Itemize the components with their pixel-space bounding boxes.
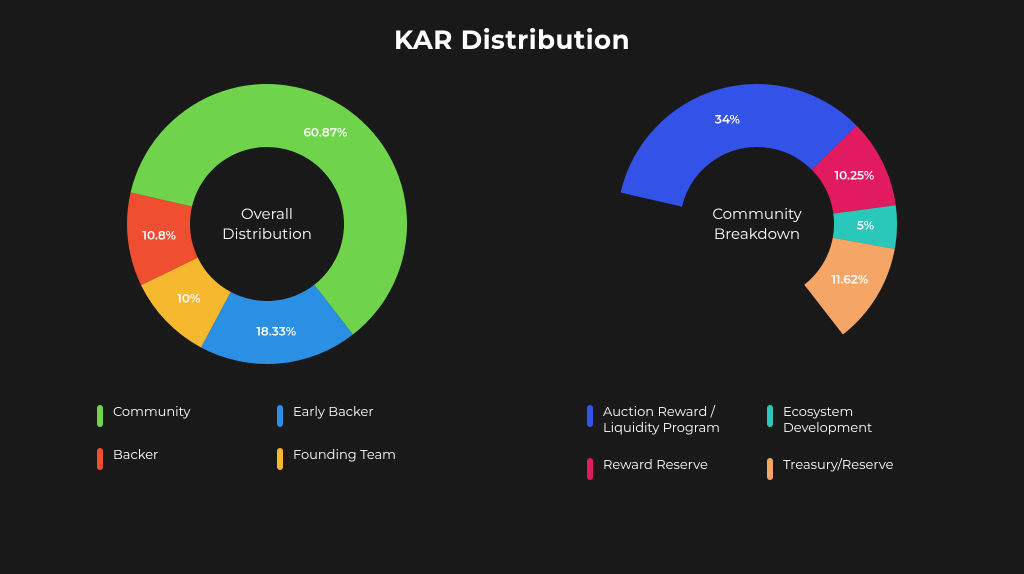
- legend-label: Ecosystem Development: [783, 404, 923, 437]
- donut-slice: [621, 84, 857, 207]
- legend-label: Reward Reserve: [603, 457, 708, 473]
- legend-item: Backer: [97, 447, 257, 470]
- legend-swatch: [767, 458, 773, 480]
- legend-label: Treasury/Reserve: [783, 457, 893, 473]
- chart-overall-distribution: Overall Distribution 60.87%18.33%10%10.8…: [77, 74, 457, 480]
- legend-swatch: [97, 448, 103, 470]
- legend-item: Early Backer: [277, 404, 437, 427]
- legend-label: Auction Reward / Liquidity Program: [603, 404, 743, 437]
- legend-item: Reward Reserve: [587, 457, 747, 480]
- donut-overall: Overall Distribution 60.87%18.33%10%10.8…: [117, 74, 417, 374]
- donut-svg: [117, 74, 417, 374]
- legend-item: Ecosystem Development: [767, 404, 927, 437]
- legend-swatch: [277, 448, 283, 470]
- chart-community-breakdown: Community Breakdown 34%10.25%5%11.62% Au…: [567, 74, 947, 480]
- legend-label: Community: [113, 404, 190, 420]
- donut-svg: [607, 74, 907, 374]
- charts-container: Overall Distribution 60.87%18.33%10%10.8…: [0, 74, 1024, 480]
- legend-item: Treasury/Reserve: [767, 457, 927, 480]
- donut-community: Community Breakdown 34%10.25%5%11.62%: [607, 74, 907, 374]
- donut-slice: [804, 238, 894, 335]
- legend-item: Community: [97, 404, 257, 427]
- legend-item: Auction Reward / Liquidity Program: [587, 404, 747, 437]
- legend-community: Auction Reward / Liquidity Program Ecosys…: [587, 404, 927, 480]
- legend-swatch: [587, 405, 593, 427]
- legend-swatch: [767, 405, 773, 427]
- legend-swatch: [277, 405, 283, 427]
- legend-overall: Community Early Backer Backer Founding Team: [97, 404, 437, 470]
- legend-label: Founding Team: [293, 447, 396, 463]
- legend-label: Early Backer: [293, 404, 374, 420]
- legend-item: Founding Team: [277, 447, 437, 470]
- page-title: KAR Distribution: [0, 0, 1024, 64]
- legend-swatch: [587, 458, 593, 480]
- legend-label: Backer: [113, 447, 158, 463]
- legend-swatch: [97, 405, 103, 427]
